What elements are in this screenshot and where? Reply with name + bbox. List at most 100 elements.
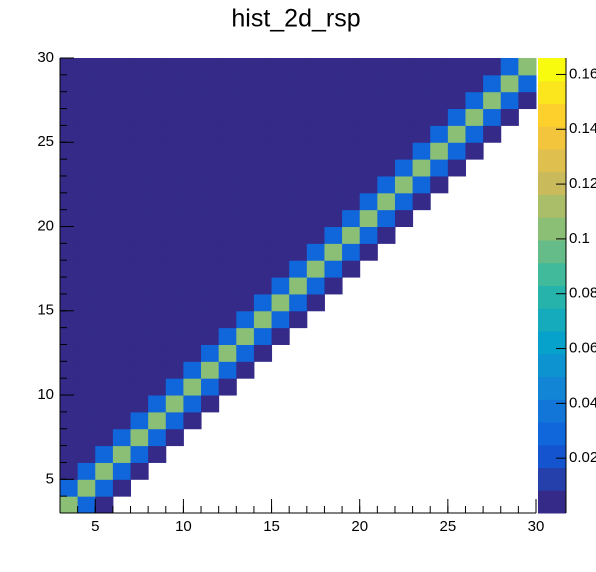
cell — [324, 142, 343, 160]
cell — [130, 428, 149, 447]
cell — [465, 91, 484, 110]
cell — [165, 175, 184, 194]
cell — [271, 125, 290, 143]
chart-title: hist_2d_rsp — [231, 5, 360, 33]
cell — [77, 277, 96, 295]
cell — [342, 159, 361, 177]
y-tick-label: 5 — [46, 470, 54, 487]
cell — [112, 192, 132, 211]
cell — [60, 344, 79, 362]
cell — [165, 378, 184, 396]
cell — [60, 428, 79, 447]
cell — [342, 142, 361, 160]
cell — [324, 175, 343, 194]
z-tick-label: 0.14 — [569, 120, 596, 137]
cell — [95, 277, 114, 295]
cell — [289, 108, 308, 126]
cell — [60, 91, 79, 110]
cell — [218, 327, 237, 345]
cell — [306, 209, 325, 228]
cell — [236, 175, 255, 194]
cell — [483, 74, 502, 93]
cell — [394, 175, 414, 194]
cell — [201, 58, 220, 76]
cell — [60, 479, 79, 497]
cell — [112, 310, 132, 329]
cell — [271, 108, 290, 126]
cell — [430, 175, 449, 194]
cell — [112, 260, 132, 278]
cell — [377, 159, 396, 177]
cell — [218, 74, 237, 93]
cell — [165, 159, 184, 177]
cell — [165, 125, 184, 143]
z-tick-label: 0.16 — [569, 65, 596, 82]
cell — [201, 327, 220, 345]
cell — [77, 310, 96, 329]
colorbar-step — [538, 217, 566, 241]
cell — [60, 361, 79, 379]
cell — [271, 226, 290, 244]
cell — [148, 260, 167, 278]
cell — [148, 378, 167, 396]
cell — [201, 344, 220, 362]
cell — [236, 361, 255, 379]
cell — [324, 209, 343, 228]
cell — [95, 310, 114, 329]
x-tick-label: 25 — [440, 518, 457, 535]
cell — [60, 411, 79, 430]
cell — [324, 125, 343, 143]
cell — [130, 125, 149, 143]
cell — [253, 175, 273, 194]
cell — [165, 226, 184, 244]
cell — [377, 74, 396, 93]
cell — [201, 91, 220, 110]
cell — [148, 310, 167, 329]
cell — [77, 74, 96, 93]
cell — [465, 58, 484, 76]
colorbar-step — [538, 240, 566, 264]
cell — [236, 58, 255, 76]
cell — [60, 74, 79, 93]
cell — [130, 142, 149, 160]
cell — [95, 91, 114, 110]
cell — [412, 142, 431, 160]
cell — [130, 395, 149, 413]
cell — [500, 91, 519, 110]
cell — [394, 142, 414, 160]
cell — [148, 361, 167, 379]
cell — [359, 209, 378, 228]
cell — [183, 344, 202, 362]
cell — [183, 260, 202, 278]
cell — [218, 175, 237, 194]
cell — [148, 192, 167, 211]
cell — [342, 243, 361, 261]
cell — [183, 310, 202, 329]
cell — [430, 108, 449, 126]
cell — [377, 192, 396, 211]
cell — [201, 74, 220, 93]
z-tick-label: 0.12 — [569, 175, 596, 192]
cell — [271, 175, 290, 194]
cell — [236, 260, 255, 278]
cell — [324, 192, 343, 211]
cell — [342, 192, 361, 211]
cell — [112, 159, 132, 177]
cell — [183, 108, 202, 126]
colorbar-step — [538, 285, 566, 309]
cell — [112, 108, 132, 126]
cell — [112, 361, 132, 379]
cell — [130, 58, 149, 76]
cell — [289, 58, 308, 76]
cell — [165, 74, 184, 93]
cell — [218, 142, 237, 160]
cell — [359, 74, 378, 93]
cell — [112, 428, 132, 447]
x-tick-label: 20 — [351, 518, 368, 535]
cell — [253, 108, 273, 126]
cell — [377, 209, 396, 228]
cell — [271, 327, 290, 345]
cell — [465, 142, 484, 160]
cell — [218, 91, 237, 110]
x-tick-label: 5 — [91, 518, 99, 535]
